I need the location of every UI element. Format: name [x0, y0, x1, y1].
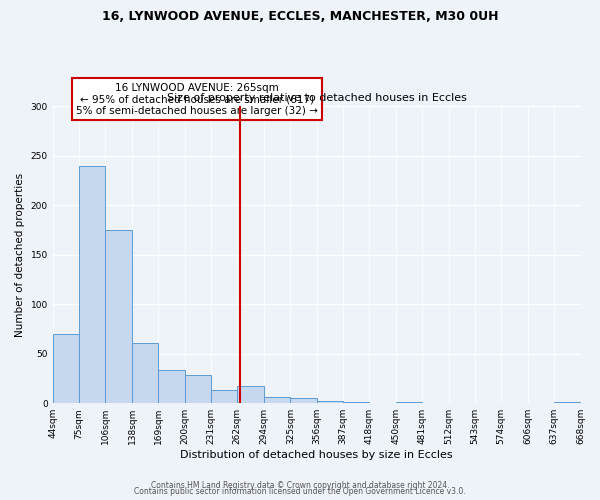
Text: Contains public sector information licensed under the Open Government Licence v3: Contains public sector information licen…	[134, 487, 466, 496]
Bar	[132, 343, 158, 403]
X-axis label: Distribution of detached houses by size in Eccles: Distribution of detached houses by size …	[180, 450, 453, 460]
Bar	[211, 390, 237, 403]
Bar	[343, 402, 369, 403]
Text: 16 LYNWOOD AVENUE: 265sqm
← 95% of detached houses are smaller (617)
5% of semi-: 16 LYNWOOD AVENUE: 265sqm ← 95% of detac…	[76, 82, 318, 116]
Bar	[396, 402, 422, 403]
Bar	[105, 230, 132, 403]
Bar	[158, 370, 185, 403]
Bar	[53, 334, 79, 403]
Bar	[264, 398, 290, 403]
Title: Size of property relative to detached houses in Eccles: Size of property relative to detached ho…	[167, 92, 467, 102]
Bar	[185, 376, 211, 403]
Bar	[290, 398, 317, 403]
Bar	[79, 166, 105, 403]
Text: Contains HM Land Registry data © Crown copyright and database right 2024.: Contains HM Land Registry data © Crown c…	[151, 481, 449, 490]
Bar	[317, 401, 343, 403]
Text: 16, LYNWOOD AVENUE, ECCLES, MANCHESTER, M30 0UH: 16, LYNWOOD AVENUE, ECCLES, MANCHESTER, …	[102, 10, 498, 23]
Bar	[554, 402, 580, 403]
Bar	[237, 386, 264, 403]
Y-axis label: Number of detached properties: Number of detached properties	[15, 172, 25, 337]
